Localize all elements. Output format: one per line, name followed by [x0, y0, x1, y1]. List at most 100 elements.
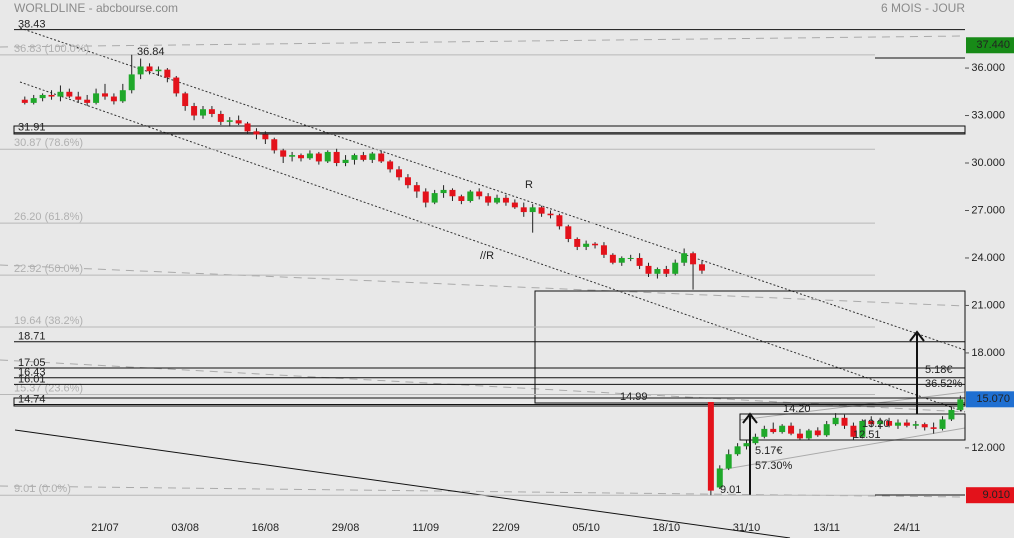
- candle-body: [191, 106, 198, 116]
- annotation: 36.52%: [925, 378, 963, 390]
- candle-body: [520, 207, 527, 213]
- candle-body: [832, 417, 839, 425]
- candle-body: [173, 77, 180, 94]
- candle-body: [592, 243, 599, 246]
- candle-body: [39, 94, 46, 99]
- level-box: [13, 125, 966, 135]
- candle-body: [529, 207, 536, 213]
- candle-body: [244, 123, 251, 132]
- candle-body: [850, 425, 857, 437]
- candle-body: [511, 202, 518, 208]
- annotation: 57.30%: [755, 460, 793, 472]
- candle-body: [378, 153, 385, 162]
- candle-body: [716, 468, 723, 488]
- fib-label: 36.83 (100.0%): [14, 43, 89, 55]
- candle-body: [627, 257, 634, 259]
- candle-body: [440, 189, 447, 194]
- candle-body: [796, 433, 803, 439]
- x-tick-label: 03/08: [171, 522, 199, 534]
- candle-body: [110, 96, 117, 102]
- candle-body: [422, 191, 429, 203]
- candle-body: [298, 155, 305, 159]
- candle-body: [725, 454, 732, 469]
- candle-body: [912, 424, 919, 426]
- candle-body: [734, 446, 741, 455]
- x-tick-label: 24/11: [894, 522, 921, 534]
- candle-body: [404, 177, 411, 186]
- candle-body: [583, 243, 590, 247]
- candle-body: [396, 169, 403, 178]
- candle-body: [556, 215, 563, 227]
- candle-body: [315, 153, 322, 162]
- price-tag: [966, 391, 1014, 408]
- candle-body: [645, 265, 652, 274]
- annotation: 13.20: [862, 418, 890, 430]
- candle-body: [476, 191, 483, 197]
- level-label: 18.71: [18, 331, 46, 343]
- arrow-head: [909, 330, 925, 342]
- candle-body: [200, 109, 206, 116]
- candle-body: [547, 213, 554, 216]
- candle-body: [868, 420, 875, 425]
- candle-body: [84, 99, 91, 103]
- candle-body: [743, 443, 750, 447]
- x-tick-label: 29/08: [332, 522, 360, 534]
- candle-body: [289, 155, 296, 157]
- candle-body: [681, 253, 688, 263]
- candle-body: [957, 399, 964, 410]
- candle-body: [609, 254, 616, 263]
- candle-body: [66, 91, 73, 97]
- candle-body: [280, 150, 287, 157]
- x-tick-label: 21/07: [91, 522, 119, 534]
- candle-body: [654, 269, 661, 274]
- candle-body: [360, 155, 367, 160]
- x-tick-label: 22/09: [492, 522, 520, 534]
- candle-body: [930, 427, 937, 429]
- trend-dashed: [0, 264, 966, 307]
- price-tag-label: 9.010: [982, 489, 1010, 501]
- fib-label: 30.87 (78.6%): [14, 137, 83, 149]
- candle-body: [894, 422, 901, 426]
- candle-body: [387, 161, 394, 170]
- drawings: [0, 27, 966, 538]
- candle-body: [342, 159, 349, 164]
- y-tick-label: 12.000: [971, 442, 1005, 454]
- candle-body: [182, 93, 189, 107]
- price-tag: [966, 487, 1014, 504]
- candle-body: [431, 193, 438, 203]
- candle-body: [690, 253, 697, 265]
- annotation: 12.51: [853, 429, 881, 441]
- range-box: [739, 413, 966, 441]
- candle-body: [698, 264, 705, 271]
- candle-body: [886, 420, 893, 426]
- candle-body: [271, 139, 278, 151]
- candle-body: [137, 66, 144, 75]
- y-tick-label: 18.000: [971, 347, 1005, 359]
- candle-body: [128, 74, 135, 91]
- candle-body: [636, 257, 643, 266]
- candle-body: [369, 153, 376, 160]
- x-tick-label: 31/10: [733, 522, 761, 534]
- level-label: 16.01: [18, 373, 46, 385]
- candle-body: [146, 66, 153, 72]
- candle-body: [164, 69, 171, 78]
- candle-body: [707, 401, 714, 491]
- candle-body: [93, 93, 100, 103]
- candle-body: [779, 425, 786, 433]
- annotation: 36.84: [137, 46, 165, 58]
- candle-body: [217, 113, 224, 122]
- candle-body: [21, 99, 28, 103]
- y-tick-label: 30.000: [971, 157, 1005, 169]
- candle-body: [253, 131, 260, 135]
- candle-body: [119, 90, 126, 102]
- x-tick-label: 11/09: [412, 522, 439, 534]
- annotation: 14.99: [620, 391, 648, 403]
- candle-body: [262, 134, 269, 140]
- candle-body: [752, 436, 759, 444]
- candle-body: [538, 207, 545, 214]
- trend-line: [719, 427, 966, 471]
- arrow-head: [742, 412, 758, 424]
- candle-body: [761, 428, 768, 437]
